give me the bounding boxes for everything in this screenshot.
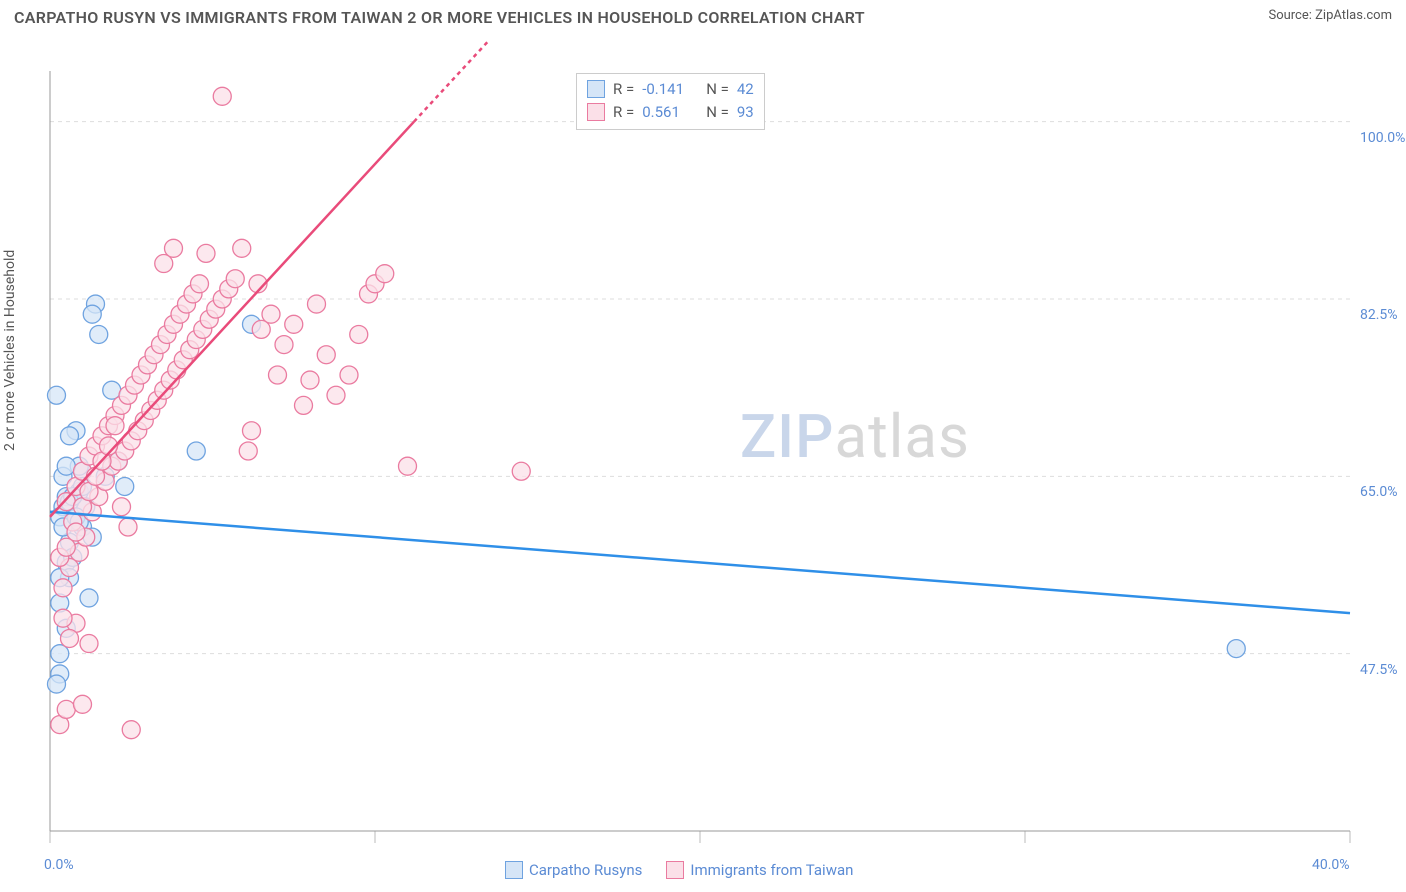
series-swatch: [587, 103, 605, 121]
stats-row: R = 0.561 N = 93: [587, 101, 754, 124]
scatter-chart-svg: [0, 31, 1406, 891]
chart-header: CARPATHO RUSYN VS IMMIGRANTS FROM TAIWAN…: [0, 0, 1406, 31]
chart-area: 2 or more Vehicles in Household ZIPatlas…: [0, 31, 1406, 851]
x-tick-label: 0.0%: [44, 857, 74, 873]
stats-row: R = -0.141 N = 42: [587, 78, 754, 101]
chart-source: Source: ZipAtlas.com: [1268, 8, 1392, 23]
y-tick-label: 65.0%: [1360, 484, 1398, 500]
series-swatch: [587, 80, 605, 98]
chart-title: CARPATHO RUSYN VS IMMIGRANTS FROM TAIWAN…: [14, 8, 865, 27]
y-tick-label: 47.5%: [1360, 662, 1398, 678]
legend: Carpatho Rusyns Immigrants from Taiwan: [505, 861, 853, 879]
source-name: ZipAtlas.com: [1315, 8, 1392, 23]
legend-item: Carpatho Rusyns: [505, 861, 642, 879]
legend-swatch: [505, 861, 523, 879]
r-value: 0.561: [642, 101, 698, 124]
n-label: N =: [706, 78, 729, 101]
correlation-stats-box: R = -0.141 N = 42 R = 0.561 N = 93: [576, 73, 765, 130]
source-prefix: Source:: [1268, 8, 1315, 23]
n-value: 93: [737, 101, 754, 124]
legend-swatch: [666, 861, 684, 879]
n-value: 42: [737, 78, 754, 101]
legend-item: Immigrants from Taiwan: [666, 861, 853, 879]
y-tick-label: 82.5%: [1360, 307, 1398, 323]
x-tick-label: 40.0%: [1312, 857, 1350, 873]
r-value: -0.141: [642, 78, 698, 101]
legend-label: Immigrants from Taiwan: [690, 861, 853, 879]
y-tick-label: 100.0%: [1360, 130, 1405, 146]
r-label: R =: [613, 78, 634, 101]
n-label: N =: [706, 101, 729, 124]
r-label: R =: [613, 101, 634, 124]
legend-label: Carpatho Rusyns: [529, 861, 642, 879]
